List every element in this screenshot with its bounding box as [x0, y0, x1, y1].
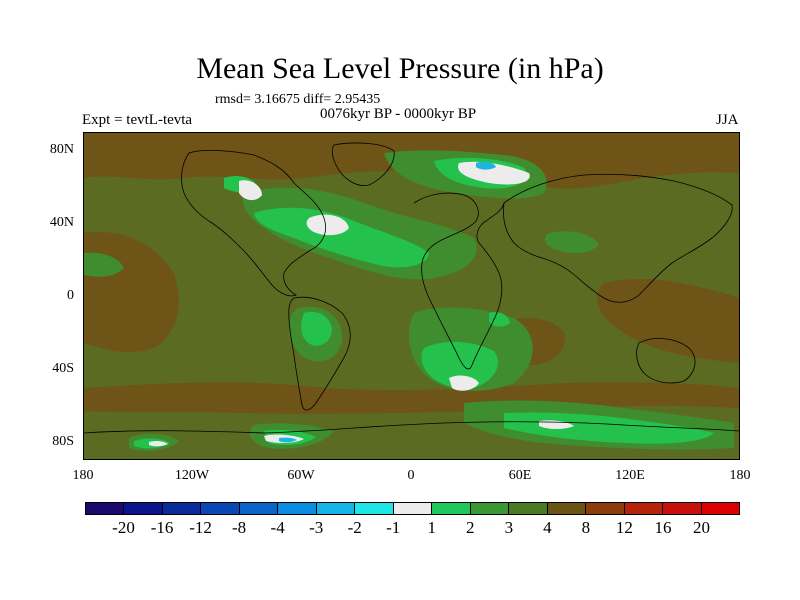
- colorbar-label: -16: [150, 518, 174, 537]
- x-label-180w: 180: [72, 468, 94, 483]
- near-zero-regions: [149, 161, 574, 447]
- colorbar-box-7: [355, 503, 394, 514]
- colorbar-box-1: [124, 503, 163, 514]
- colorbar-box-9: [432, 503, 471, 514]
- colorbar-box-15: [663, 503, 702, 514]
- colorbar-label: 2: [466, 518, 475, 537]
- colorbar-label: 8: [581, 518, 591, 537]
- pressure-anomaly-map: [83, 132, 740, 460]
- x-label-0: 0: [407, 468, 415, 483]
- season-label: JJA: [716, 112, 739, 128]
- colorbar-box-5: [278, 503, 317, 514]
- coastlines: [84, 142, 739, 434]
- colorbar-box-6: [316, 503, 356, 514]
- colorbar-label: -4: [270, 518, 285, 537]
- coast-europe-africa: [413, 192, 505, 370]
- x-label-60e: 60E: [508, 468, 532, 483]
- map-canvas: [84, 133, 739, 459]
- coast-north-america: [181, 150, 326, 297]
- y-label-80n: 80N: [49, 142, 74, 157]
- colorbar-box-4: [239, 503, 279, 514]
- colorbar-label: 20: [692, 518, 710, 537]
- colorbar-box-10: [470, 503, 510, 514]
- colorbar-box-2: [162, 503, 202, 514]
- colorbar-label: 12: [615, 518, 633, 537]
- y-label-40s: 40S: [52, 361, 74, 376]
- colorbar-label: -8: [232, 518, 247, 537]
- colorbar-box-14: [624, 503, 664, 514]
- colorbar-box-11: [509, 503, 548, 514]
- colorbar-box-16: [701, 503, 739, 514]
- coast-antarctica: [84, 421, 739, 434]
- x-label-60w: 60W: [287, 468, 315, 483]
- stats-label: rmsd= 3.16675 diff= 2.95435: [215, 92, 381, 107]
- map-title: Mean Sea Level Pressure (in hPa): [196, 52, 604, 85]
- experiment-label: Expt = tevtL-tevta: [82, 112, 193, 128]
- coast-south-america: [288, 296, 351, 411]
- colorbar-label: -3: [309, 518, 324, 537]
- colorbar-box-12: [547, 503, 587, 514]
- negative-anomaly-regions: [279, 161, 496, 443]
- colorbar-box-13: [586, 503, 625, 514]
- colorbar-box-3: [201, 503, 240, 514]
- coast-greenland: [331, 142, 395, 186]
- colorbar-label: -12: [189, 518, 212, 537]
- coast-australia: [636, 338, 696, 384]
- colorbar-label: 1: [427, 518, 437, 537]
- colorbar-label: 3: [504, 518, 514, 537]
- colorbar: [85, 502, 740, 515]
- colorbar-box-8: [393, 503, 433, 514]
- coast-asia: [503, 173, 733, 303]
- colorbar-box-0: [86, 503, 125, 514]
- y-label-40n: 40N: [49, 215, 74, 230]
- period-label: 0076kyr BP - 0000kyr BP: [320, 106, 477, 122]
- y-label-0: 0: [67, 288, 74, 303]
- colorbar-label: -2: [347, 518, 362, 537]
- colorbar-label: -20: [112, 518, 135, 537]
- colorbar-label: 16: [654, 518, 672, 537]
- y-label-80s: 80S: [52, 434, 74, 449]
- x-label-120w: 120W: [174, 468, 210, 483]
- colorbar-label: 4: [543, 518, 552, 537]
- colorbar-label: -1: [386, 518, 401, 537]
- x-label-180e: 180: [729, 468, 751, 483]
- x-label-120e: 120E: [615, 468, 645, 483]
